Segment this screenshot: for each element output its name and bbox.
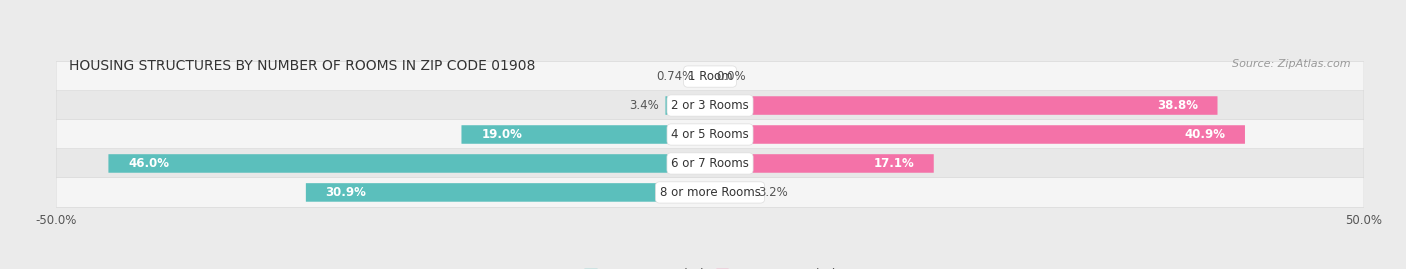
FancyBboxPatch shape <box>710 125 1244 144</box>
Text: 3.2%: 3.2% <box>758 186 789 199</box>
FancyBboxPatch shape <box>56 120 1364 149</box>
FancyBboxPatch shape <box>461 125 710 144</box>
Text: HOUSING STRUCTURES BY NUMBER OF ROOMS IN ZIP CODE 01908: HOUSING STRUCTURES BY NUMBER OF ROOMS IN… <box>69 59 536 73</box>
Text: 19.0%: 19.0% <box>481 128 522 141</box>
Text: 0.74%: 0.74% <box>657 70 693 83</box>
Text: 38.8%: 38.8% <box>1157 99 1198 112</box>
FancyBboxPatch shape <box>307 183 710 202</box>
Text: 4 or 5 Rooms: 4 or 5 Rooms <box>671 128 749 141</box>
Text: 2 or 3 Rooms: 2 or 3 Rooms <box>671 99 749 112</box>
FancyBboxPatch shape <box>108 154 710 173</box>
Text: 30.9%: 30.9% <box>326 186 367 199</box>
Text: 6 or 7 Rooms: 6 or 7 Rooms <box>671 157 749 170</box>
FancyBboxPatch shape <box>56 62 1364 91</box>
Text: 0.0%: 0.0% <box>717 70 747 83</box>
FancyBboxPatch shape <box>56 149 1364 178</box>
Text: Source: ZipAtlas.com: Source: ZipAtlas.com <box>1232 59 1351 69</box>
FancyBboxPatch shape <box>665 96 710 115</box>
Legend: Owner-occupied, Renter-occupied: Owner-occupied, Renter-occupied <box>579 263 841 269</box>
FancyBboxPatch shape <box>710 96 1218 115</box>
FancyBboxPatch shape <box>700 67 710 86</box>
FancyBboxPatch shape <box>710 183 752 202</box>
Text: 46.0%: 46.0% <box>128 157 169 170</box>
Text: 1 Room: 1 Room <box>688 70 733 83</box>
FancyBboxPatch shape <box>56 178 1364 207</box>
FancyBboxPatch shape <box>710 154 934 173</box>
FancyBboxPatch shape <box>56 91 1364 120</box>
Text: 40.9%: 40.9% <box>1184 128 1225 141</box>
Text: 8 or more Rooms: 8 or more Rooms <box>659 186 761 199</box>
Text: 3.4%: 3.4% <box>630 99 659 112</box>
Text: 17.1%: 17.1% <box>873 157 914 170</box>
